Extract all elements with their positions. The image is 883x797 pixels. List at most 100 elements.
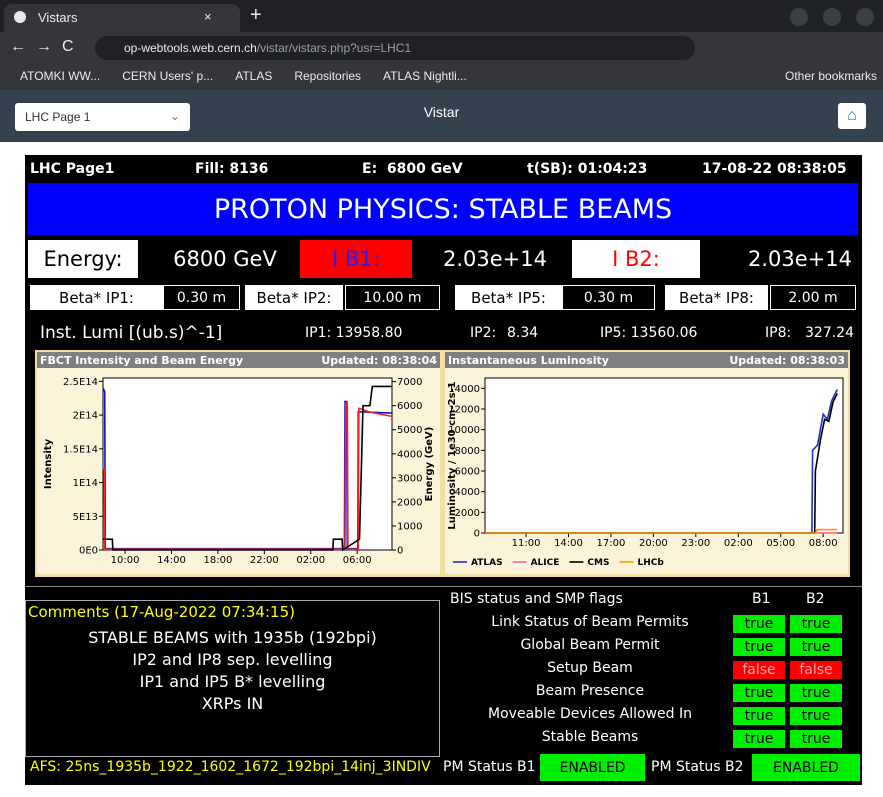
flag-value: true [733,638,785,656]
url-host: op-webtools.web.cern.ch [124,41,257,55]
y2-tick-label: 5000 [397,425,422,436]
y-tick-label: 5E13 [73,512,98,523]
lumi-ip2: 8.34 [507,325,539,341]
page-select[interactable]: LHC Page 1 ⌄ [15,103,190,131]
y-tick-label: 4000 [455,487,480,498]
y2-tick-label: 1000 [397,521,422,532]
flags-b1: B1 [752,591,771,607]
flag-value: true [790,707,842,725]
beta-value: 0.30 m [562,285,655,310]
comment-line: STABLE BEAMS with 1935b (192bpi) [88,628,377,647]
ib2-value: 2.03e+14 [748,247,852,271]
energy-value: 6800 GeV [173,247,277,271]
y-tick-label: 2E14 [73,411,98,422]
bookmark[interactable]: ATLAS Nightli... [383,69,467,83]
tsb: t(SB): 01:04:23 [527,161,648,177]
flag-value: true [733,684,785,702]
comments-title: Comments (17-Aug-2022 07:34:15) [28,603,295,621]
title-bar [445,352,848,368]
plot-area [484,377,844,534]
datetime: 17-08-22 08:38:05 [702,161,847,177]
bookmark[interactable]: ATLAS [235,69,273,83]
y2-tick-label: 0 [397,546,403,557]
home-button[interactable]: ⌂ [838,103,866,129]
y2-tick-label: 2000 [397,497,422,508]
y-axis-label: Intensity [43,438,54,489]
y-tick-label: 8000 [455,446,480,457]
plot-area [102,377,393,551]
beta-label: Beta* IP5: [455,285,562,310]
series-line [485,393,839,534]
y-tick-label: 1.5E14 [63,444,98,455]
other-bookmarks[interactable]: Other bookmarks [785,69,878,83]
flag-value: true [790,684,842,702]
flag-value: true [733,730,785,748]
new-tab[interactable]: + [250,4,262,26]
ib1-label: I B1: [300,240,412,278]
y2-tick-label: 6000 [397,401,422,412]
comment-line: IP2 and IP8 sep. levelling [132,650,333,669]
tab[interactable]: Vistars × [4,4,240,32]
x-tick-label: 11:00 [512,538,541,549]
y2-axis-label: Energy (GeV) [424,427,435,502]
y-tick-label: 10000 [448,425,480,436]
favicon [14,11,26,23]
lumi-ip8: 327.24 [805,325,854,341]
x-tick-label: 23:00 [681,538,710,549]
maximize[interactable] [823,8,841,26]
page-name: LHC Page1 [30,161,115,177]
beta-value: 10.00 m [345,285,440,310]
flag-name: Global Beam Permit [520,637,660,653]
legend-label: ATLAS [471,558,503,568]
lumi-label: Inst. Lumi [(ub.s)^-1] [40,323,223,343]
nav-buttons[interactable]: ←→C [10,38,84,55]
y-tick-label: 1E14 [73,478,98,489]
y2-tick-label: 4000 [397,449,422,460]
bookmark[interactable]: ATOMKI WW... [20,69,101,83]
pm-b1: ENABLED [540,754,645,781]
beta-label: Beta* IP1: [30,285,163,310]
address-bar[interactable] [95,36,695,60]
fbct-chart: FBCT Intensity and Beam Energy Updated: 0… [37,352,440,574]
x-tick-label: 02:00 [296,555,325,566]
comment-line: XRPs IN [201,694,264,713]
flag-name: Setup Beam [547,660,633,676]
bookmark[interactable]: Repositories [294,69,362,83]
chart-title: Instantaneous Luminosity [448,354,609,367]
flags-b2: B2 [806,591,825,607]
series-line [485,389,839,534]
x-tick-label: 14:00 [554,538,583,549]
x-tick-label: 22:00 [250,555,279,566]
lumi-ip8-label: IP8: [765,325,792,341]
x-tick-label: 20:00 [639,538,668,549]
beta-label: Beta* IP2: [245,285,343,310]
flag-value: true [733,615,785,633]
flags-title: BIS status and SMP flags [450,591,623,607]
energy-label: Energy: [28,240,138,278]
pm-b1-label: PM Status B1 [443,759,536,775]
flag-value: true [790,730,842,748]
x-tick-label: 17:00 [597,538,626,549]
flag-value: true [790,638,842,656]
chart-title: FBCT Intensity and Beam Energy [40,354,243,367]
bookmark[interactable]: CERN Users' p... [122,69,214,83]
lumi-ip5: IP5: 13560.06 [600,325,698,341]
chart-updated: Updated: 08:38:04 [321,354,437,367]
tab-close[interactable]: × [204,9,212,24]
y-axis-label: Luminosity / 1e30 cm-2s-1 [447,381,458,529]
legend-label: CMS [587,558,609,568]
beta-value: 2.00 m [770,285,856,310]
y-tick-label: 2000 [455,508,480,519]
x-tick-label: 06:00 [343,555,372,566]
close[interactable] [856,8,874,26]
y-tick-label: 0E0 [79,546,98,557]
y2-tick-label: 3000 [397,473,422,484]
minimize[interactable] [790,8,808,26]
flag-value: true [790,615,842,633]
legend-label: ALICE [531,558,560,568]
lumi-ip1: IP1: 13958.80 [305,325,403,341]
flag-name: Link Status of Beam Permits [491,614,689,630]
x-tick-label: 05:00 [766,538,795,549]
x-tick-label: 18:00 [203,555,232,566]
flag-name: Stable Beams [541,729,639,745]
